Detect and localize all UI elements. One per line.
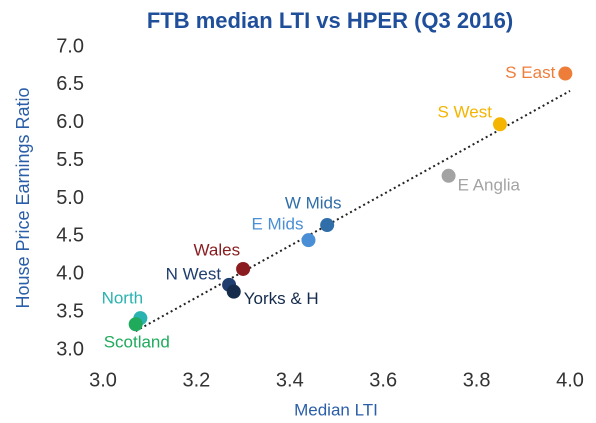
y-tick-label: 7.0 — [56, 35, 84, 57]
x-tick-label: 3.2 — [182, 369, 210, 391]
point-label: S West — [437, 103, 492, 122]
point-label: S East — [505, 63, 555, 82]
y-tick-label: 6.0 — [56, 111, 84, 133]
point — [492, 117, 507, 132]
y-tick-label: 4.5 — [56, 225, 84, 247]
y-axis-label: House Price Earnings Ratio — [13, 87, 33, 308]
x-tick-label: 3.6 — [369, 369, 397, 391]
point — [236, 261, 251, 276]
x-tick-label: 3.8 — [463, 369, 491, 391]
y-tick-label: 3.0 — [56, 338, 84, 360]
point-label: N West — [166, 264, 222, 283]
chart-title: FTB median LTI vs HPER (Q3 2016) — [147, 8, 513, 33]
point-label: E Mids — [252, 215, 304, 234]
point — [128, 317, 143, 332]
point-label: Yorks & H — [244, 289, 319, 308]
point — [320, 218, 335, 233]
x-tick-label: 3.0 — [89, 369, 117, 391]
y-tick-label: 5.0 — [56, 187, 84, 209]
point-label: Wales — [193, 240, 240, 259]
point-label: W Mids — [285, 193, 342, 212]
y-tick-label: 3.5 — [56, 300, 84, 322]
y-tick-label: 6.5 — [56, 73, 84, 95]
point — [441, 168, 456, 183]
y-tick-label: 4.0 — [56, 263, 84, 285]
point — [226, 284, 241, 299]
point-label: E Anglia — [458, 175, 521, 194]
point-label: Scotland — [104, 333, 170, 352]
point — [301, 233, 316, 248]
point — [558, 66, 573, 81]
x-tick-label: 4.0 — [556, 369, 584, 391]
x-axis-label: Median LTI — [294, 400, 378, 419]
x-tick-label: 3.4 — [276, 369, 304, 391]
y-tick-label: 5.5 — [56, 149, 84, 171]
point-label: North — [102, 289, 144, 308]
